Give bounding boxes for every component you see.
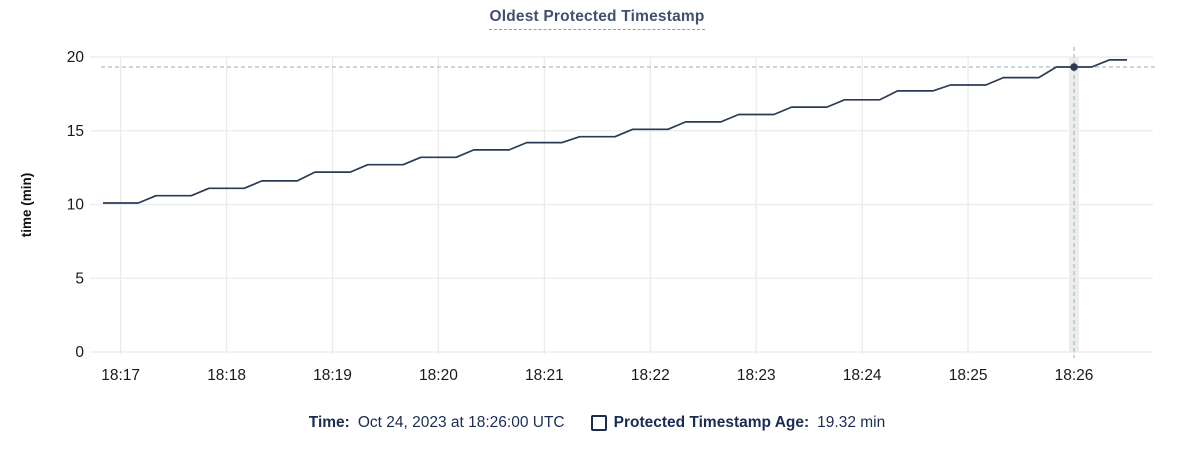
- y-axis-title: time (min): [19, 173, 34, 238]
- time-value: Oct 24, 2023 at 18:26:00 UTC: [357, 414, 565, 431]
- time-label: Time:: [308, 414, 350, 431]
- legend-checkbox[interactable]: [590, 415, 607, 431]
- x-tick-label: 18:21: [525, 367, 564, 384]
- chart-title[interactable]: Oldest Protected Timestamp: [489, 8, 705, 30]
- y-tick-label: 15: [67, 123, 84, 140]
- y-tick-label: 10: [67, 197, 85, 214]
- chart-hover-legend: Time: Oct 24, 2023 at 18:26:00 UTC Prote…: [0, 414, 1194, 432]
- x-tick-label: 18:26: [1055, 367, 1094, 384]
- y-tick-label: 20: [67, 49, 85, 66]
- hover-dot: [1070, 63, 1078, 71]
- y-tick-label: 5: [75, 270, 84, 287]
- x-tick-label: 18:20: [419, 367, 458, 384]
- series-value: 19.32 min: [817, 414, 886, 431]
- x-tick-label: 18:25: [949, 367, 988, 384]
- x-tick-label: 18:19: [313, 367, 352, 384]
- x-tick-label: 18:24: [843, 367, 882, 384]
- timeseries-chart[interactable]: 0 5 10 15 20 18:17 18:18 18:19 18:20 18:21 18:22 18…: [0, 0, 1194, 400]
- y-tick-label: 0: [75, 344, 84, 361]
- x-tick-label: 18:23: [737, 367, 776, 384]
- series-line-protected-timestamp-age: [103, 59, 1127, 204]
- legend-item-protected-timestamp-age[interactable]: Protected Timestamp Age: 19.32 min: [590, 414, 886, 432]
- x-tick-label: 18:18: [207, 367, 246, 384]
- hover-time-group: Time: Oct 24, 2023 at 18:26:00 UTC: [309, 414, 565, 432]
- chart-title-row: Oldest Protected Timestamp: [0, 8, 1194, 30]
- x-tick-label: 18:22: [631, 367, 670, 384]
- series-label: Protected Timestamp Age:: [613, 414, 810, 431]
- x-tick-label: 18:17: [101, 367, 140, 384]
